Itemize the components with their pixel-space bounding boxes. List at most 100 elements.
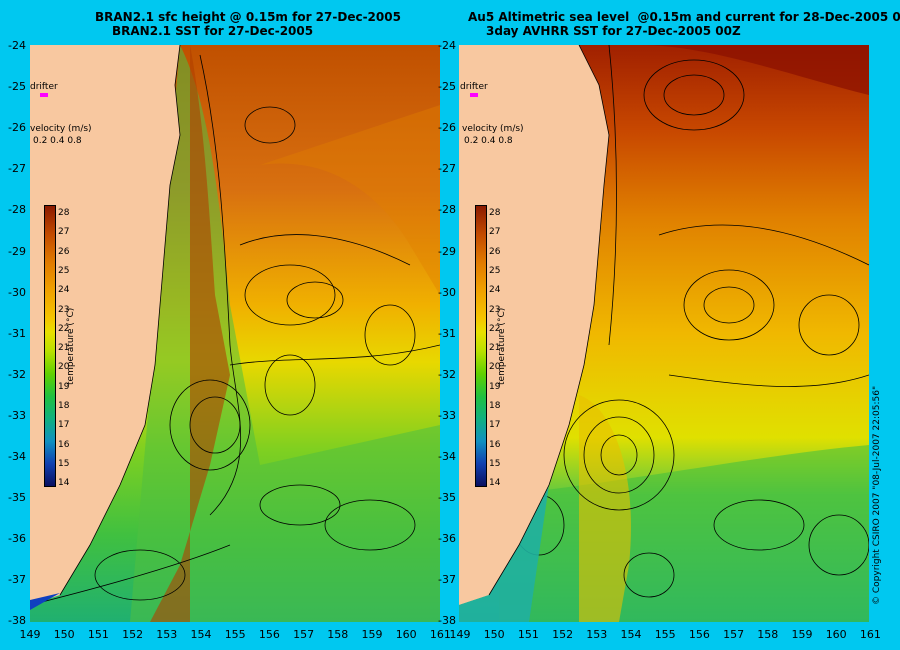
x-axis-label-right: 160 [825,628,847,641]
left-colorbar-tick: 21 [58,343,70,354]
left-colorbar-tick: 19 [58,381,70,392]
right-sea-level-contours [513,45,869,598]
x-axis-label: 156 [258,628,280,641]
right-colorbar-tick: 14 [489,478,501,489]
right-colorbar-tick: 24 [489,285,501,296]
y-axis-label: -29 [8,244,26,258]
x-axis-label-right: 152 [552,628,574,641]
left-colorbar-tick: 17 [58,420,70,431]
y-axis-label: -34 [8,450,26,463]
right-colorbar-tick: 21 [489,343,501,354]
y-axis-label: -33 [8,408,26,422]
y-axis-label-right: -28 [438,203,456,217]
x-axis-label-right: 161 [859,628,881,641]
left-velocity-label: velocity (m/s) [30,124,92,134]
right-title-line2: 3day AVHRR SST for 27-Dec-2005 00Z [486,24,741,38]
x-axis-label: 155 [224,628,246,641]
right-drifter-marker [470,93,478,97]
y-axis-label-right: -25 [438,80,456,94]
left-temperature-colorbar [44,205,56,487]
x-axis-label: 154 [190,628,212,641]
right-velocity-scale: 0.2 0.4 0.8 [464,136,513,146]
x-axis-label-right: 153 [586,628,608,641]
x-axis-label: 158 [327,628,349,641]
left-colorbar-tick: 18 [58,401,70,411]
y-axis-label: -36 [8,532,26,546]
right-colorbar-tick: 20 [489,362,501,373]
x-axis-label: 153 [156,628,178,641]
x-axis-label: 149 [19,628,41,641]
left-colorbar-tick: 27 [58,227,70,238]
left-drifter-label: drifter [30,82,58,92]
left-title-line1: BRAN2.1 sfc height @ 0.15m for 27-Dec-20… [95,10,401,24]
y-axis-label: -32 [8,367,26,381]
right-colorbar-tick: 27 [489,227,501,238]
right-colorbar-tick: 19 [489,381,501,392]
x-axis-label: 157 [293,628,315,641]
x-axis-label: 159 [361,628,383,641]
left-colorbar-tick: 26 [58,246,70,257]
right-colorbar-tick: 28 [489,208,501,218]
y-axis-label-right: -37 [438,573,456,587]
y-axis-label: -38 [8,614,26,628]
x-axis-label-right: 157 [723,628,745,641]
left-map [30,45,440,622]
left-colorbar-tick: 25 [58,265,70,276]
left-title-line2: BRAN2.1 SST for 27-Dec-2005 [112,24,314,38]
left-colorbar-tick: 24 [58,285,70,296]
x-axis-label-right: 156 [688,628,710,641]
y-axis-label-right: -33 [438,408,456,422]
left-colorbar-tick: 28 [58,208,70,218]
y-axis-label: -28 [8,203,26,217]
y-axis-label: -27 [8,162,26,176]
right-colorbar-tick: 25 [489,265,501,276]
left-velocity-scale: 0.2 0.4 0.8 [33,136,82,146]
left-colorbar-tick: 23 [58,304,70,315]
right-colorbar-tick: 18 [489,401,501,411]
left-colorbar-tick: 16 [58,439,70,450]
x-axis-label: 151 [87,628,109,641]
y-axis-label-right: -35 [438,491,456,505]
right-temperature-colorbar [475,205,487,487]
x-axis-label-right: 155 [654,628,676,641]
y-axis-label-right: -38 [438,614,456,628]
x-axis-label-right: 159 [791,628,813,641]
x-axis-label-right: 149 [449,628,471,641]
right-colorbar-tick: 15 [489,458,501,469]
y-axis-label-right: -29 [438,244,456,258]
y-axis-label-right: -32 [438,367,456,381]
right-velocity-label: velocity (m/s) [462,124,524,134]
x-axis-label-right: 151 [517,628,539,641]
y-axis-label-right: -31 [438,326,456,340]
y-axis-label-right: -36 [438,532,456,546]
right-colorbar-tick: 23 [489,304,501,315]
y-axis-label: -25 [8,80,26,94]
left-sea-level-contours [30,54,440,606]
y-axis-label: -30 [8,285,26,299]
y-axis-label-right: -24 [438,39,456,52]
x-axis-label-right: 154 [620,628,642,641]
x-axis-label: 160 [395,628,417,641]
left-map-panel [30,45,440,622]
right-map [459,45,869,622]
y-axis-label-right: -34 [438,450,456,463]
x-axis-label-right: 158 [757,628,779,641]
left-colorbar-tick: 20 [58,362,70,373]
y-axis-label: -31 [8,326,26,340]
right-colorbar-tick: 16 [489,439,501,450]
y-axis-label: -37 [8,573,26,587]
left-colorbar-tick: 22 [58,323,70,334]
right-drifter-label: drifter [460,82,488,92]
right-colorbar-tick: 22 [489,323,501,334]
left-colorbar-tick: 15 [58,458,70,469]
right-title-line1: Au5 Altimetric sea level @0.15m and curr… [468,10,900,24]
y-axis-label-right: -26 [438,121,456,135]
left-colorbar-tick: 14 [58,478,70,489]
x-axis-label: 152 [122,628,144,641]
y-axis-label: -24 [8,39,26,52]
y-axis-label-right: -30 [438,285,456,299]
x-axis-label-right: 150 [483,628,505,641]
y-axis-label-right: -27 [438,162,456,176]
copyright-text: © Copyright CSIRO 2007 "08-Jul-2007 22:0… [872,385,882,605]
y-axis-label: -35 [8,491,26,505]
